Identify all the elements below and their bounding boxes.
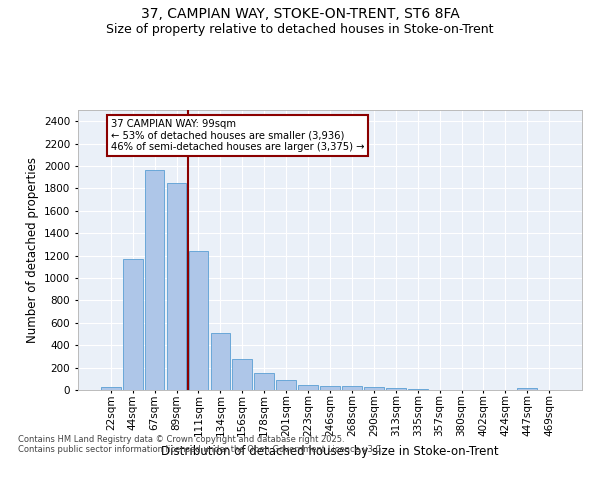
Bar	[342, 386, 362, 390]
Bar	[517, 388, 537, 390]
Bar	[232, 359, 252, 390]
Text: 37 CAMPIAN WAY: 99sqm
← 53% of detached houses are smaller (3,936)
46% of semi-d: 37 CAMPIAN WAY: 99sqm ← 53% of detached …	[111, 119, 364, 152]
Bar	[386, 388, 406, 390]
Bar	[364, 387, 384, 390]
Bar	[254, 372, 274, 390]
Bar	[123, 259, 143, 390]
Text: 37, CAMPIAN WAY, STOKE-ON-TRENT, ST6 8FA: 37, CAMPIAN WAY, STOKE-ON-TRENT, ST6 8FA	[140, 8, 460, 22]
X-axis label: Distribution of detached houses by size in Stoke-on-Trent: Distribution of detached houses by size …	[161, 444, 499, 458]
Bar	[167, 183, 187, 390]
Bar	[276, 380, 296, 390]
Bar	[298, 384, 318, 390]
Bar	[211, 333, 230, 390]
Text: Contains HM Land Registry data © Crown copyright and database right 2025.
Contai: Contains HM Land Registry data © Crown c…	[18, 435, 383, 454]
Bar	[188, 251, 208, 390]
Bar	[145, 170, 164, 390]
Y-axis label: Number of detached properties: Number of detached properties	[26, 157, 38, 343]
Bar	[101, 387, 121, 390]
Bar	[320, 386, 340, 390]
Text: Size of property relative to detached houses in Stoke-on-Trent: Size of property relative to detached ho…	[106, 22, 494, 36]
